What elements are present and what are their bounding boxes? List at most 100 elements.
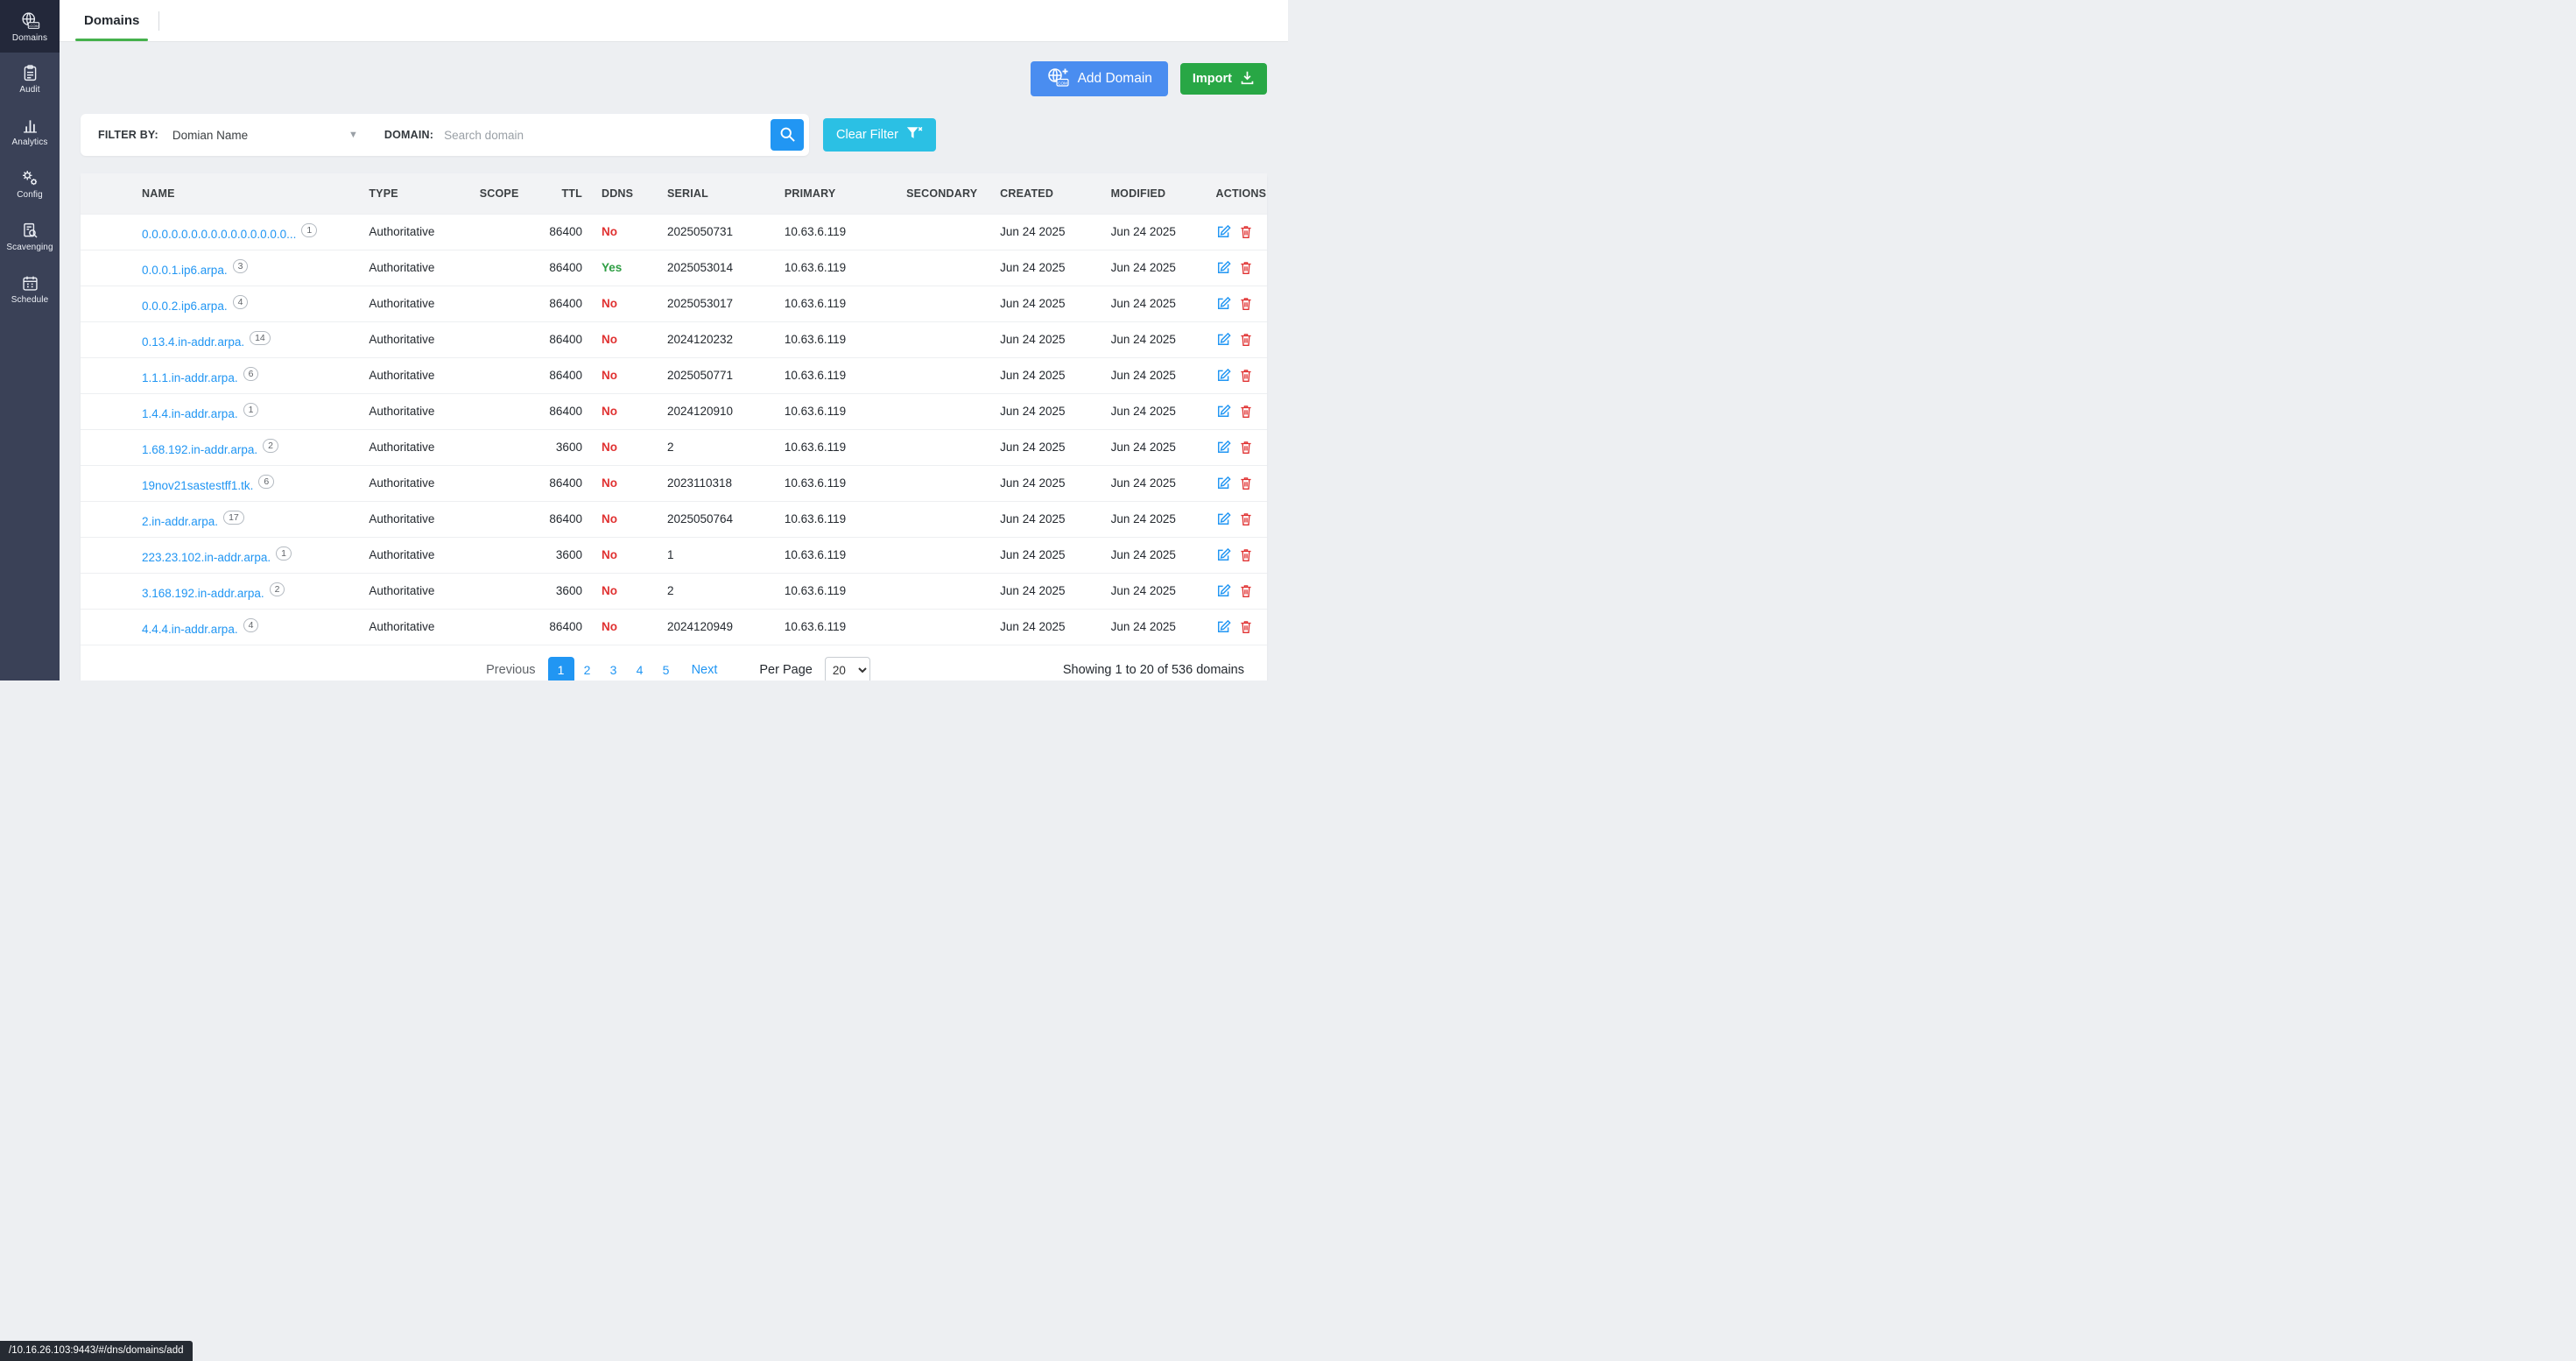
domain-link[interactable]: 4.4.4.in-addr.arpa. [142,622,238,636]
delete-icon[interactable] [1239,404,1253,419]
cell-primary: 10.63.6.119 [777,285,900,321]
domains-globe-icon: •COM [20,11,40,31]
edit-icon[interactable] [1216,260,1231,275]
page-button-2[interactable]: 2 [583,663,591,677]
delete-icon[interactable] [1239,368,1253,383]
funnel-x-icon [906,126,923,145]
delete-icon[interactable] [1239,440,1253,455]
page-button-5[interactable]: 5 [662,663,670,677]
ddns-status: No [601,333,617,346]
ddns-status: No [601,297,617,310]
record-count-badge: 2 [269,582,285,596]
toolbar: COM Add Domain Import [81,61,1267,96]
cell-created: Jun 24 2025 [993,500,1104,537]
topbar: Domains [60,0,1288,42]
sidebar-item-schedule[interactable]: Schedule [0,263,60,315]
cell-modified: Jun 24 2025 [1103,249,1209,286]
app-root: •COM Domains Audit Analytics Config Scavengin… [0,0,1288,680]
sidebar-item-scavenging[interactable]: Scavenging [0,210,60,263]
delete-icon[interactable] [1239,296,1253,311]
edit-icon[interactable] [1216,224,1231,239]
cell-primary: 10.63.6.119 [777,464,900,501]
import-label: Import [1192,72,1232,86]
cell-modified: Jun 24 2025 [1103,572,1209,609]
edit-icon[interactable] [1216,547,1231,562]
next-page-button[interactable]: Next [691,663,718,677]
edit-icon[interactable] [1216,440,1231,455]
per-page-select[interactable]: 20 [824,657,870,680]
domain-link[interactable]: 19nov21sastestff1.tk. [142,478,254,492]
previous-page-button[interactable]: Previous [486,663,536,677]
domain-link[interactable]: 223.23.102.in-addr.arpa. [142,550,271,564]
cell-ttl: 3600 [532,428,595,465]
cell-serial: 2 [659,428,778,465]
search-button[interactable] [771,119,804,151]
edit-icon[interactable] [1216,368,1231,383]
ddns-status: No [601,548,617,561]
sidebar-item-config[interactable]: Config [0,158,60,210]
domain-link[interactable]: 2.in-addr.arpa. [142,514,219,528]
domain-link[interactable]: 0.0.0.2.ip6.arpa. [142,299,228,313]
cell-ttl: 86400 [532,285,595,321]
sidebar-item-label: Schedule [11,294,49,305]
page-button-3[interactable]: 3 [609,663,617,677]
results-summary: Showing 1 to 20 of 536 domains [1062,663,1244,677]
domain-link[interactable]: 0.0.0.1.ip6.arpa. [142,263,228,277]
ddns-status: No [601,512,617,525]
edit-icon[interactable] [1216,296,1231,311]
edit-icon[interactable] [1216,476,1231,490]
delete-icon[interactable] [1239,619,1253,634]
cell-type: Authoritative [362,536,473,573]
domain-link[interactable]: 3.168.192.in-addr.arpa. [142,586,264,600]
page-button-4[interactable]: 4 [636,663,644,677]
sidebar-item-audit[interactable]: Audit [0,53,60,105]
edit-icon[interactable] [1216,583,1231,598]
cell-scope [472,572,533,609]
domain-link[interactable]: 0.13.4.in-addr.arpa. [142,335,245,349]
domain-link[interactable]: 1.4.4.in-addr.arpa. [142,406,238,420]
filter-by-select[interactable]: Domian Name ▼ [172,129,358,142]
add-domain-button[interactable]: COM Add Domain [1030,61,1168,96]
cell-type: Authoritative [362,392,473,429]
cell-ttl: 86400 [532,608,595,645]
page-button-1[interactable]: 1 [547,657,574,680]
search-input[interactable] [433,128,771,142]
delete-icon[interactable] [1239,511,1253,526]
ddns-status: No [601,405,617,418]
domain-link[interactable]: 1.1.1.in-addr.arpa. [142,370,238,384]
cell-ttl: 86400 [532,356,595,393]
table-row: 2.in-addr.arpa. 17 Authoritative 86400 No 202… [81,500,1267,537]
cell-modified: Jun 24 2025 [1103,536,1209,573]
delete-icon[interactable] [1239,476,1253,490]
cell-serial: 2025053017 [659,285,778,321]
cell-modified: Jun 24 2025 [1103,464,1209,501]
domain-link[interactable]: 0.0.0.0.0.0.0.0.0.0.0.0.0.0.0... [142,227,297,241]
delete-icon[interactable] [1239,332,1253,347]
record-count-badge: 1 [301,222,318,237]
cell-created: Jun 24 2025 [993,464,1104,501]
edit-icon[interactable] [1216,404,1231,419]
sidebar-item-domains[interactable]: •COM Domains [0,0,60,53]
sidebar-item-analytics[interactable]: Analytics [0,105,60,158]
delete-icon[interactable] [1239,224,1253,239]
edit-icon[interactable] [1216,619,1231,634]
delete-icon[interactable] [1239,583,1253,598]
domain-link[interactable]: 1.68.192.in-addr.arpa. [142,442,258,456]
table-row: 19nov21sastestff1.tk. 6 Authoritative 86400… [81,464,1267,501]
cell-type: Authoritative [362,428,473,465]
edit-icon[interactable] [1216,332,1231,347]
cell-type: Authoritative [362,213,473,250]
schedule-calendar-icon [21,274,39,293]
edit-icon[interactable] [1216,511,1231,526]
delete-icon[interactable] [1239,260,1253,275]
tab-domains[interactable]: Domains [74,0,150,41]
clear-filter-button[interactable]: Clear Filter [823,118,936,152]
import-button[interactable]: Import [1179,63,1267,95]
table-row: 0.0.0.2.ip6.arpa. 4 Authoritative 86400 No 20… [81,285,1267,321]
column-header-actions: ACTIONS [1208,173,1267,214]
cell-primary: 10.63.6.119 [777,249,900,286]
delete-icon[interactable] [1239,547,1253,562]
table-row: 0.13.4.in-addr.arpa. 14 Authoritative 86400… [81,321,1267,357]
cell-ttl: 86400 [532,213,595,250]
